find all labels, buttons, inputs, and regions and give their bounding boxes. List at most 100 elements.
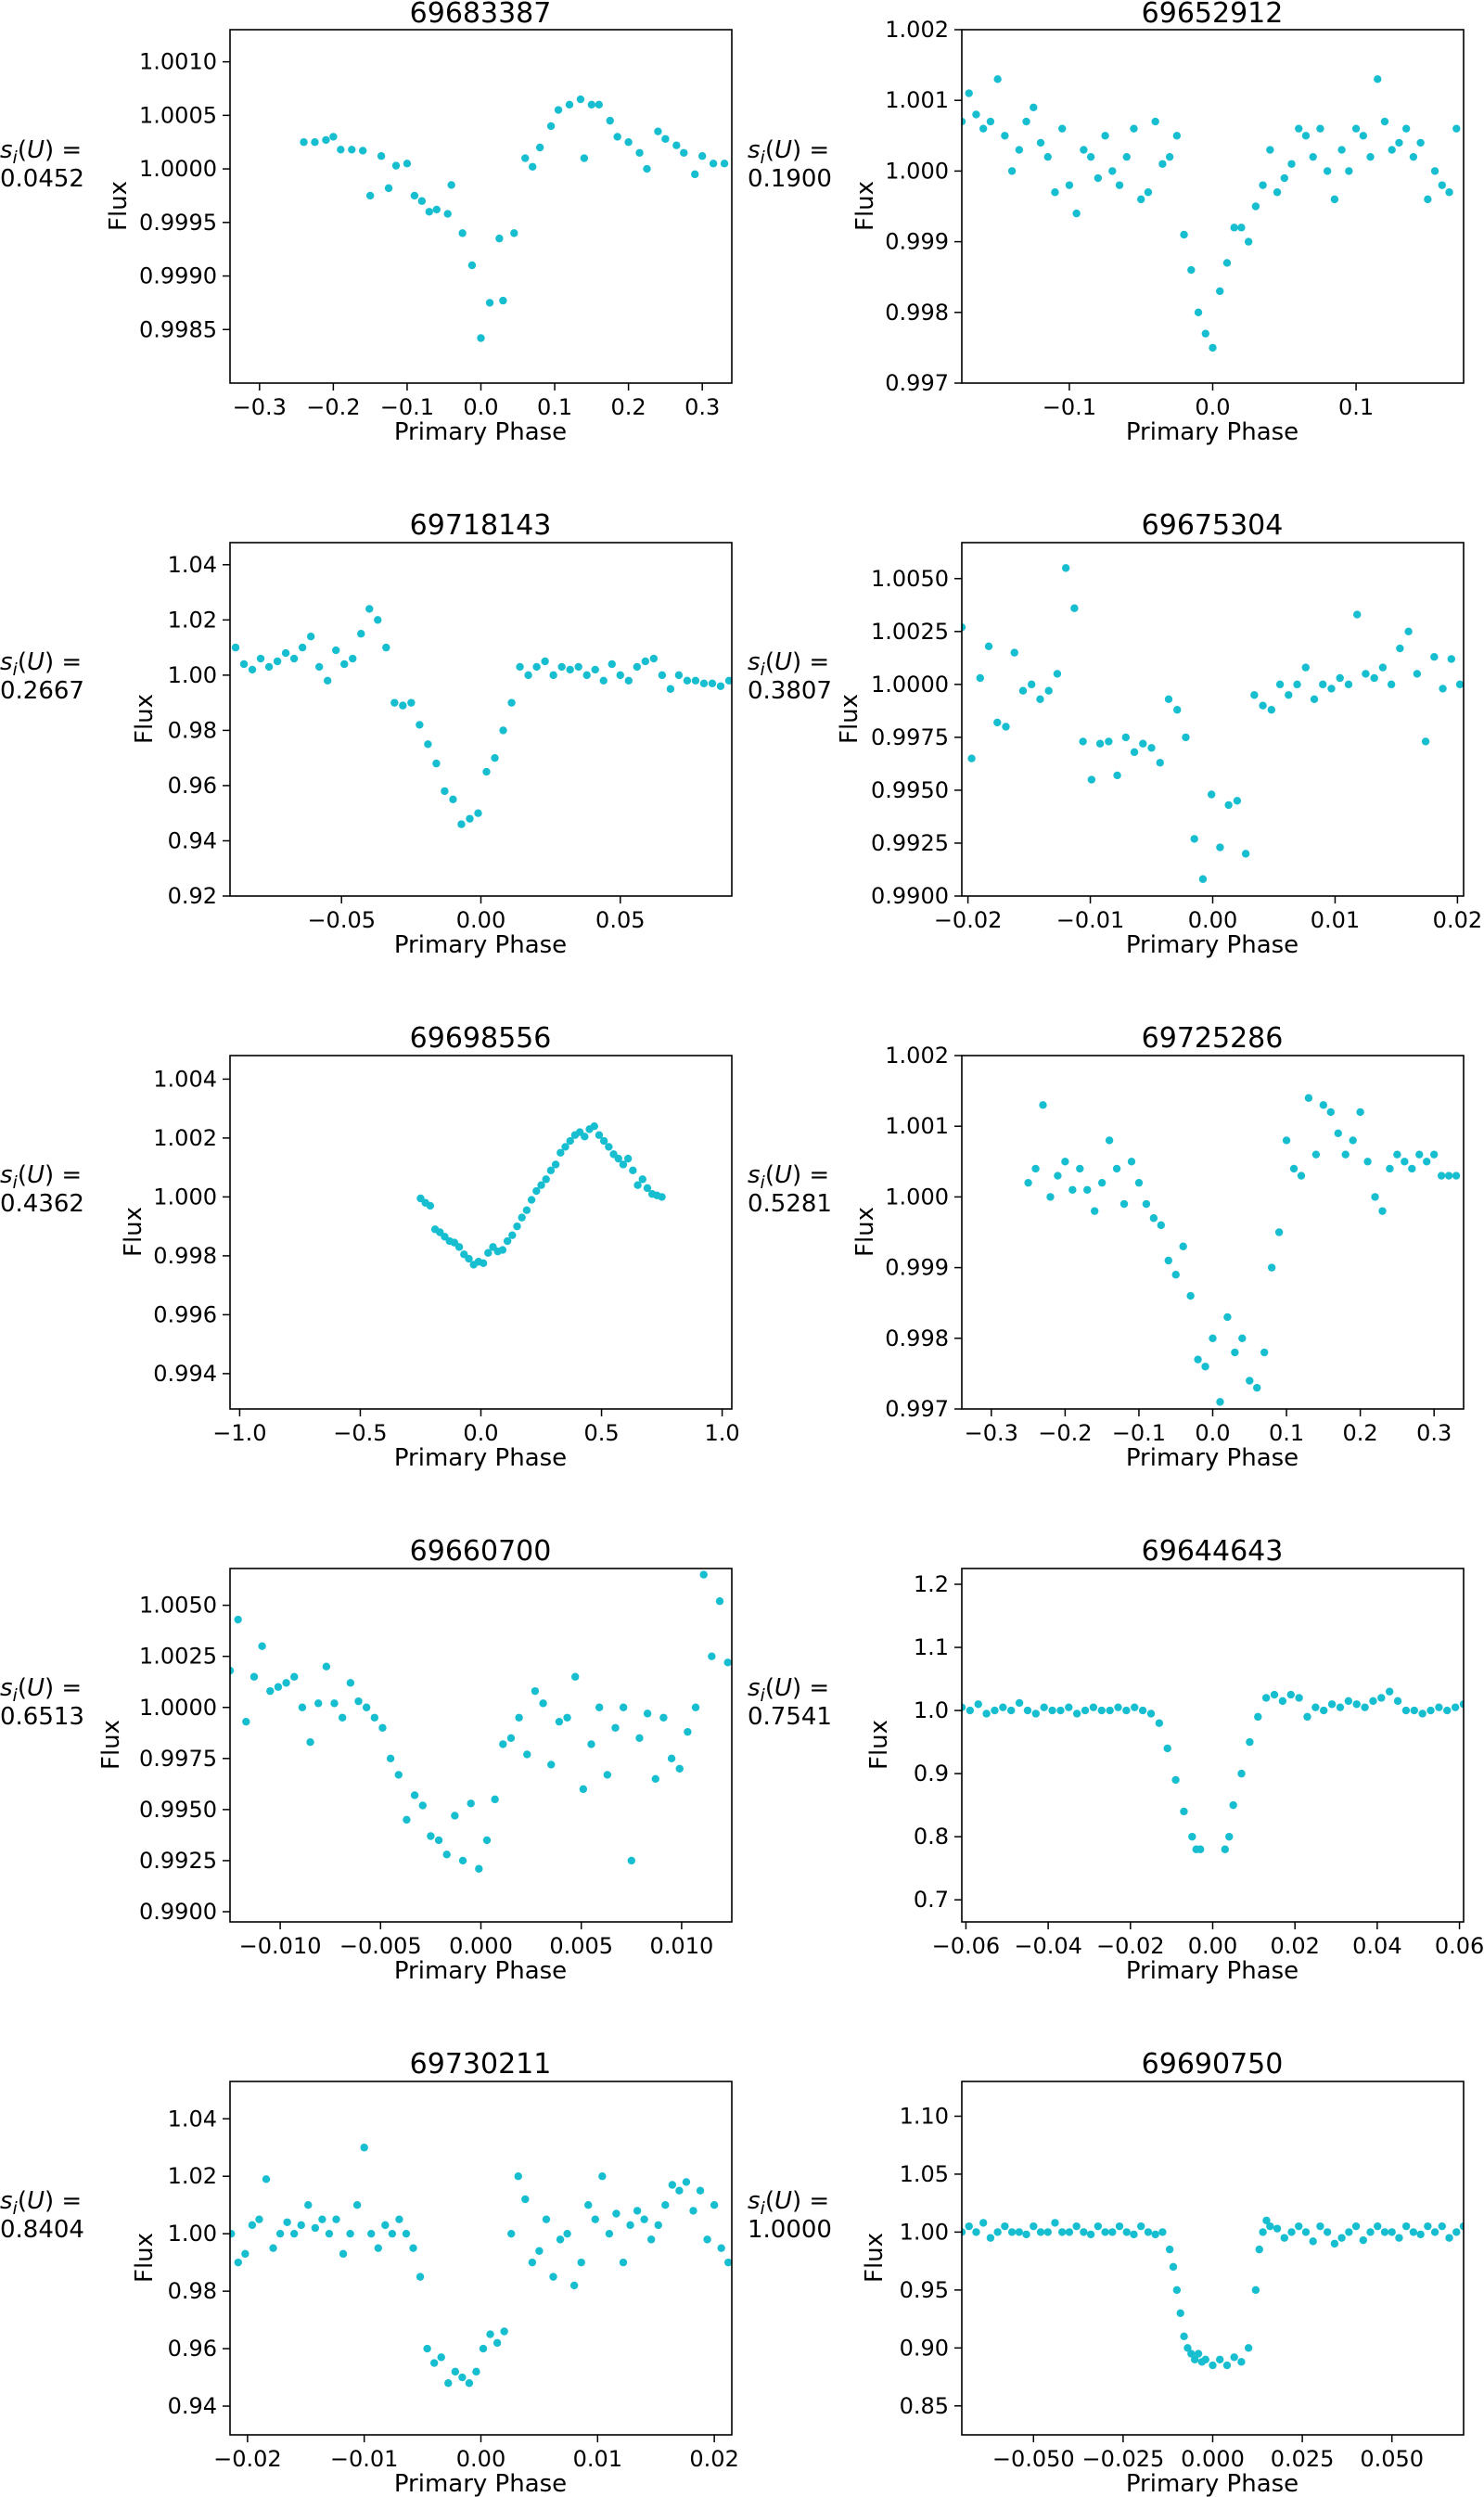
data-point (640, 2215, 648, 2223)
data-point (1108, 167, 1117, 175)
data-point (1164, 1256, 1172, 1265)
data-point (486, 2330, 494, 2338)
x-tick-label: 0.000 (1181, 2446, 1245, 2472)
data-point (1319, 1101, 1328, 1109)
data-point (485, 299, 494, 307)
data-point (1330, 2239, 1339, 2248)
data-points (231, 605, 732, 828)
data-point (1036, 695, 1044, 704)
data-point (1418, 1709, 1426, 1718)
x-tick-label: 0.1 (537, 394, 572, 420)
x-tick-label: 0.010 (650, 1933, 714, 1959)
data-point (537, 1181, 545, 1189)
data-point (1039, 1101, 1047, 1109)
data-point (442, 1850, 451, 1859)
data-point (614, 1154, 622, 1163)
data-point (1031, 1709, 1041, 1718)
x-tick-label: 0.02 (1270, 1933, 1319, 1959)
data-point (1301, 132, 1311, 140)
data-point (403, 160, 412, 168)
data-point (1165, 152, 1174, 161)
x-tick-label: −0.02 (934, 907, 1003, 933)
data-point (1401, 2222, 1411, 2231)
score-value: 0.3807 (748, 677, 832, 705)
data-point (1430, 167, 1439, 175)
data-point (1301, 2228, 1311, 2236)
data-point (465, 2379, 474, 2388)
x-tick-label: 0.01 (573, 2446, 622, 2472)
data-point (1222, 2361, 1232, 2370)
data-point (374, 2244, 382, 2252)
panel-title: 69725286 (1142, 1022, 1284, 1055)
data-point (410, 1791, 419, 1799)
data-point (472, 2367, 480, 2376)
y-tick-label: 1.05 (900, 2161, 949, 2187)
x-tick-label: 0.0 (463, 1420, 498, 1446)
data-point (1426, 1706, 1435, 1715)
y-tick-label: 1.02 (168, 2163, 217, 2189)
x-tick-label: 0.000 (449, 1933, 513, 1959)
data-point (716, 682, 725, 690)
data-point (1216, 2355, 1224, 2364)
data-point (332, 2215, 340, 2223)
y-tick-label: 0.999 (885, 1255, 949, 1281)
data-point (1207, 790, 1216, 799)
data-point (1169, 2262, 1178, 2272)
data-points (962, 75, 1461, 352)
data-point (1229, 1800, 1237, 1810)
data-point (1374, 75, 1382, 83)
data-point (1255, 2245, 1263, 2254)
data-point (668, 2181, 677, 2189)
x-tick-label: −0.010 (239, 1933, 322, 1959)
x-tick-label: 0.2 (1343, 1420, 1378, 1446)
data-point (322, 135, 330, 145)
data-point (1241, 850, 1250, 858)
data-point (1280, 2234, 1288, 2242)
y-ticks: 0.997 0.998 0.999 1.000 1.001 1.002 (885, 17, 962, 396)
data-point (1266, 2222, 1274, 2231)
data-point (1251, 2286, 1260, 2295)
data-point (370, 1713, 379, 1722)
data-point (491, 753, 499, 762)
data-point (993, 2228, 1002, 2236)
data-point (547, 1761, 556, 1769)
y-tick-label: 1.00 (900, 2219, 949, 2245)
data-point (1223, 1313, 1232, 1322)
data-point (1061, 1158, 1069, 1166)
data-point (425, 208, 434, 216)
data-point (1452, 2228, 1461, 2236)
data-point (1194, 308, 1203, 316)
data-point (1230, 2353, 1238, 2362)
data-point (1172, 132, 1182, 140)
data-point (467, 261, 477, 270)
data-point (506, 1734, 516, 1742)
data-point (1416, 2230, 1425, 2239)
data-point (962, 1703, 966, 1711)
data-point (256, 654, 265, 663)
data-point (633, 2207, 642, 2215)
data-point (1122, 2228, 1131, 2236)
panel-69652912: 69652912 si(U) = 0.1900 Flux Primary Pha… (748, 0, 1465, 446)
data-point (1094, 173, 1103, 183)
data-point (298, 1703, 307, 1711)
y-ticks: 0.9985 0.9990 0.9995 1.0000 1.0005 1.0010 (139, 49, 230, 342)
x-tick-label: 0.00 (1188, 907, 1237, 933)
data-point (1108, 2228, 1117, 2236)
data-point (1295, 1694, 1303, 1702)
data-point (1040, 1703, 1048, 1711)
plot-frame (961, 1055, 1465, 1410)
data-point (1278, 1697, 1287, 1706)
data-point (362, 1703, 371, 1711)
panel-title: 69660700 (410, 1535, 552, 1568)
data-point (1144, 2228, 1153, 2236)
data-point (467, 1799, 475, 1808)
data-point (390, 698, 399, 707)
score-value: 1.0000 (748, 2216, 832, 2244)
data-point (682, 2178, 691, 2186)
data-point (1157, 1221, 1166, 1230)
data-point (1336, 1703, 1345, 1711)
data-point (595, 1703, 604, 1711)
data-point (1388, 2228, 1396, 2236)
x-tick-label: −0.1 (380, 394, 434, 420)
data-point (1137, 195, 1145, 204)
